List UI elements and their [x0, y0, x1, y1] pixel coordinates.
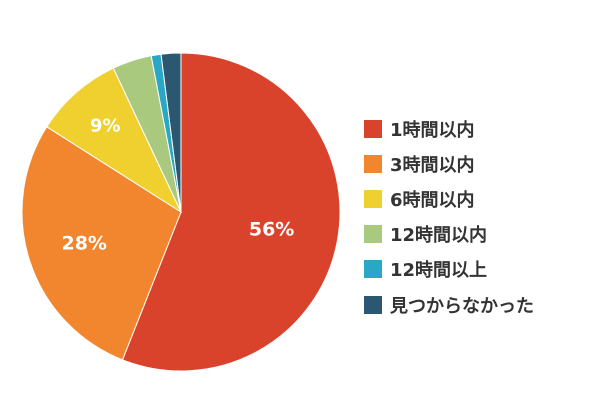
legend-swatch	[364, 225, 382, 244]
pie-slice-6	[160, 52, 182, 213]
legend-label: 12時間以上	[390, 260, 488, 282]
legend-label: 12時間以内	[390, 225, 488, 247]
slice-data-label-4: 4%	[116, 39, 140, 55]
slice-data-label-5: 1%	[142, 33, 166, 49]
slice-data-label-6: 2%	[158, 31, 182, 47]
legend-item-6: 見つからなかった	[364, 287, 604, 322]
legend-label: 1時間以内	[390, 119, 475, 141]
legend-swatch	[364, 260, 382, 279]
slice-data-label-2: 28%	[61, 232, 106, 254]
legend-item-2: 3時間以内	[364, 146, 604, 181]
legend-swatch	[364, 295, 382, 314]
slice-data-label-1: 56%	[249, 218, 294, 240]
legend-item-3: 6時間以内	[364, 181, 604, 216]
legend-item-5: 12時間以上	[364, 252, 604, 287]
pie-slice-3	[46, 67, 183, 214]
slice-data-label-3: 9%	[90, 116, 121, 137]
legend-label: 見つからなかった	[390, 295, 534, 317]
chart-legend: 1時間以内 3時間以内 6時間以内 12時間以内 12時間以上見つからなかった	[364, 111, 604, 322]
legend-swatch	[364, 154, 382, 173]
pie-slice-2	[21, 126, 182, 361]
legend-item-4: 12時間以内	[364, 217, 604, 252]
legend-swatch	[364, 119, 382, 138]
pie-slice-1	[121, 52, 341, 372]
legend-swatch	[364, 189, 382, 208]
legend-label: 3時間以内	[390, 154, 475, 176]
legend-item-1: 1時間以内	[364, 111, 604, 146]
legend-label: 6時間以内	[390, 189, 475, 211]
